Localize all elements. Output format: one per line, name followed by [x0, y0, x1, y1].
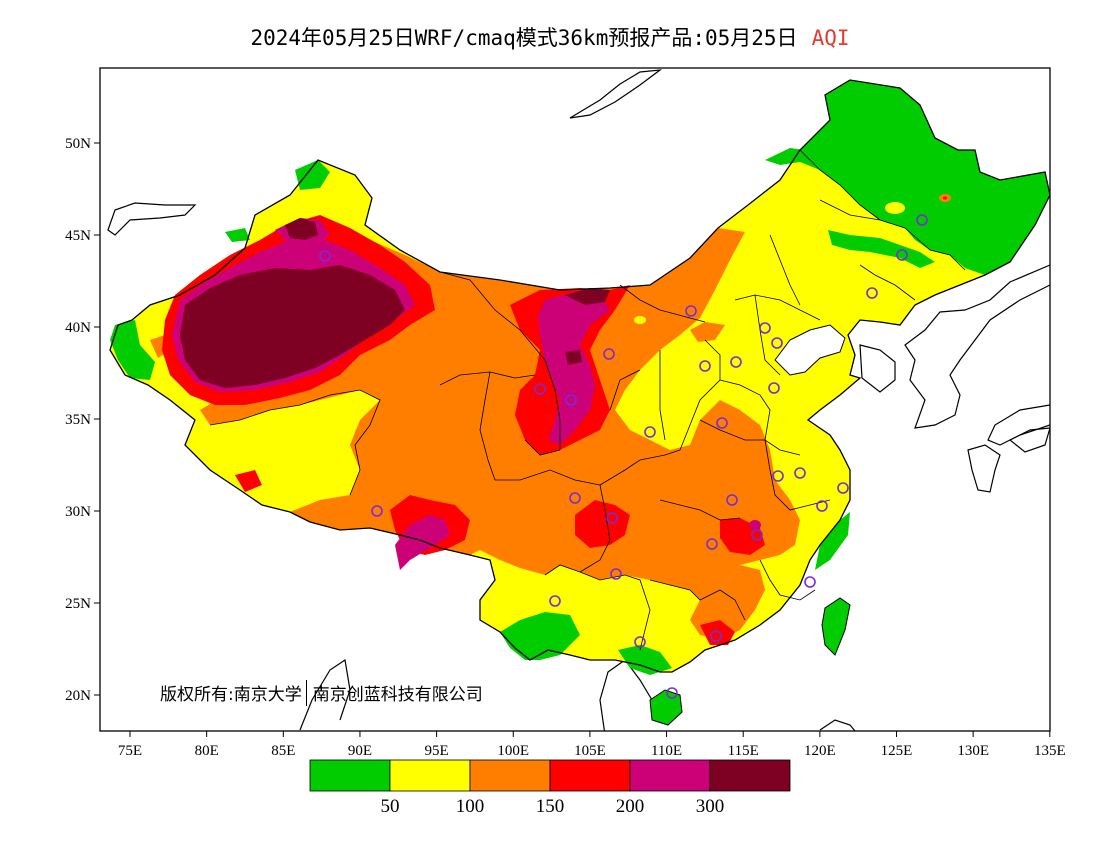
- city-marker: [610, 568, 622, 580]
- title-variable: AQI: [811, 26, 850, 50]
- legend-swatch: [469, 759, 551, 792]
- legend-swatch: [309, 759, 391, 792]
- y-tick-label: 25N: [65, 596, 91, 612]
- city-marker: [569, 492, 581, 504]
- x-tick-label: 90E: [348, 743, 372, 759]
- city-marker: [644, 426, 656, 438]
- aqi-spots: [634, 194, 951, 530]
- city-marker: [866, 287, 878, 299]
- city-marker: [759, 322, 771, 334]
- city-markers: [319, 214, 928, 699]
- legend-label: 300: [696, 796, 725, 817]
- hainan-outline: [649, 689, 683, 726]
- city-marker: [603, 348, 615, 360]
- legend-swatch: [549, 759, 631, 792]
- x-tick-label: 105E: [574, 743, 606, 759]
- x-tick-label: 75E: [118, 743, 142, 759]
- city-marker: [916, 214, 928, 226]
- city-marker: [730, 356, 742, 368]
- city-marker: [768, 382, 780, 394]
- aqi-severe-pollution-regions: [180, 218, 610, 388]
- copyright-separator: [305, 680, 307, 706]
- map-frame: [99, 67, 1051, 732]
- x-tick-label: 135E: [1034, 743, 1066, 759]
- map-body: [107, 69, 1050, 731]
- copyright-text: 版权所有:南京大学 南京创蓝科技有限公司: [160, 680, 483, 706]
- x-tick-label: 110E: [651, 743, 682, 759]
- city-marker: [565, 394, 577, 406]
- city-marker: [549, 595, 561, 607]
- x-tick-label: 85E: [271, 743, 295, 759]
- axis-ticks: 75E 80E 85E 90E 95E 100E 105E 110E 115E 120E 125E 1…: [65, 136, 1065, 759]
- y-tick-label: 40N: [65, 320, 91, 336]
- city-marker: [699, 360, 711, 372]
- aqi-good-regions: [110, 80, 1050, 725]
- legend-label: 200: [616, 796, 645, 817]
- color-legend: 50 100 150 200 300: [309, 759, 791, 817]
- china-border: [109, 79, 1050, 673]
- city-marker: [706, 538, 718, 550]
- y-tick-label: 30N: [65, 504, 91, 520]
- y-tick-label: 50N: [65, 136, 91, 152]
- city-marker: [837, 482, 849, 494]
- legend-label: 150: [536, 796, 565, 817]
- city-marker: [804, 576, 816, 588]
- y-tick-label: 20N: [65, 688, 91, 704]
- x-tick-label: 115E: [728, 743, 759, 759]
- city-marker: [751, 529, 763, 541]
- city-marker: [666, 687, 678, 699]
- city-marker: [896, 249, 908, 261]
- city-marker: [771, 337, 783, 349]
- city-marker: [816, 500, 828, 512]
- copyright-right: 南京创蓝科技有限公司: [312, 685, 483, 705]
- city-marker: [726, 494, 738, 506]
- title-main: 2024年05月25日WRF/cmaq模式36km预报产品:05月25日: [250, 26, 798, 50]
- legend-swatch: [389, 759, 471, 792]
- y-tick-label: 45N: [65, 228, 91, 244]
- x-tick-label: 100E: [497, 743, 529, 759]
- city-marker: [710, 630, 722, 642]
- x-tick-label: 80E: [195, 743, 219, 759]
- map-title: 2024年05月25日WRF/cmaq模式36km预报产品:05月25日 AQI: [0, 22, 1100, 52]
- city-marker: [634, 636, 646, 648]
- city-marker: [319, 250, 331, 262]
- city-marker: [716, 417, 728, 429]
- legend-label: 50: [381, 796, 400, 817]
- bohai-sea: [774, 324, 846, 376]
- neighbor-coastlines: [107, 69, 1050, 731]
- legend-swatch: [709, 759, 791, 792]
- y-tick-label: 35N: [65, 412, 91, 428]
- copyright-left: 版权所有:南京大学: [160, 685, 302, 705]
- city-marker: [606, 512, 618, 524]
- legend-swatch: [629, 759, 711, 792]
- taiwan-outline: [821, 597, 851, 656]
- city-marker: [772, 470, 784, 482]
- city-marker: [534, 383, 546, 395]
- legend-label: 100: [456, 796, 485, 817]
- city-marker: [371, 505, 383, 517]
- city-marker: [794, 467, 806, 479]
- x-tick-label: 95E: [425, 743, 449, 759]
- city-marker: [685, 305, 697, 317]
- province-boundaries: [209, 149, 966, 651]
- x-tick-label: 120E: [804, 743, 836, 759]
- x-tick-label: 130E: [957, 743, 989, 759]
- x-tick-label: 125E: [881, 743, 913, 759]
